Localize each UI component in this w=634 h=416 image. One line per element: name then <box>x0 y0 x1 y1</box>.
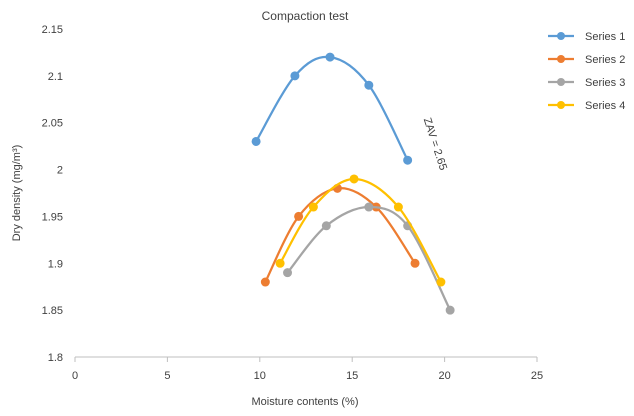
y-axis-title: Dry density (mg/m³) <box>11 145 23 242</box>
series-1-point <box>251 136 261 146</box>
series-1-point <box>290 71 300 81</box>
series-2-point <box>260 277 270 287</box>
x-tick-label: 15 <box>346 370 358 382</box>
series-3 <box>283 202 455 315</box>
y-tick-label: 1.9 <box>48 258 63 270</box>
x-tick-label: 20 <box>438 370 450 382</box>
series-1-point <box>364 80 374 90</box>
x-tick-label: 25 <box>531 370 543 382</box>
y-tick-label: 2.15 <box>42 24 63 36</box>
series-4-point <box>308 202 318 212</box>
series-4 <box>275 174 446 287</box>
series-layer <box>251 52 455 315</box>
legend-label-1: Series 1 <box>585 31 625 43</box>
legend-marker-2 <box>557 55 565 63</box>
series-4-point <box>436 277 446 287</box>
x-tick-label: 5 <box>164 370 170 382</box>
x-tick-labels: 0 5 10 15 20 25 <box>72 370 543 382</box>
legend: Series 1 Series 2 Series 3 Series 4 <box>548 31 625 112</box>
legend-label-2: Series 2 <box>585 54 625 66</box>
x-tick-marks <box>74 357 538 362</box>
y-tick-label: 2.05 <box>42 118 63 130</box>
zav-annotation: ZAV = 2.65 <box>421 116 449 172</box>
legend-marker-3 <box>557 78 565 86</box>
series-4-point <box>393 202 403 212</box>
series-3-point <box>445 305 455 315</box>
x-tick-label: 10 <box>254 370 266 382</box>
series-2-point <box>294 211 304 221</box>
x-axis-title: Moisture contents (%) <box>252 396 359 408</box>
series-3-point <box>321 221 331 231</box>
legend-label-3: Series 3 <box>585 77 625 89</box>
y-tick-label: 2 <box>57 165 63 177</box>
series-1 <box>251 52 413 165</box>
y-tick-label: 1.95 <box>42 211 63 223</box>
series-4-point <box>349 174 359 184</box>
series-2-line <box>264 187 417 284</box>
chart-title: Compaction test <box>262 9 349 23</box>
series-1-point <box>325 52 335 62</box>
series-1-line <box>254 55 409 162</box>
series-4-point <box>275 258 285 268</box>
series-1-point <box>403 155 413 165</box>
series-2 <box>260 183 420 287</box>
legend-marker-4 <box>557 101 565 109</box>
x-tick-label: 0 <box>72 370 78 382</box>
y-tick-labels: 1.8 1.85 1.9 1.95 2 2.05 2.1 2.15 <box>42 24 63 364</box>
legend-label-4: Series 4 <box>585 100 625 112</box>
y-tick-label: 1.85 <box>42 305 63 317</box>
series-3-line <box>286 205 452 312</box>
series-3-point <box>283 268 293 278</box>
series-2-point <box>410 258 420 268</box>
y-tick-label: 2.1 <box>48 71 63 83</box>
series-3-point <box>364 202 374 212</box>
y-tick-label: 1.8 <box>48 352 63 364</box>
legend-marker-1 <box>557 32 565 40</box>
